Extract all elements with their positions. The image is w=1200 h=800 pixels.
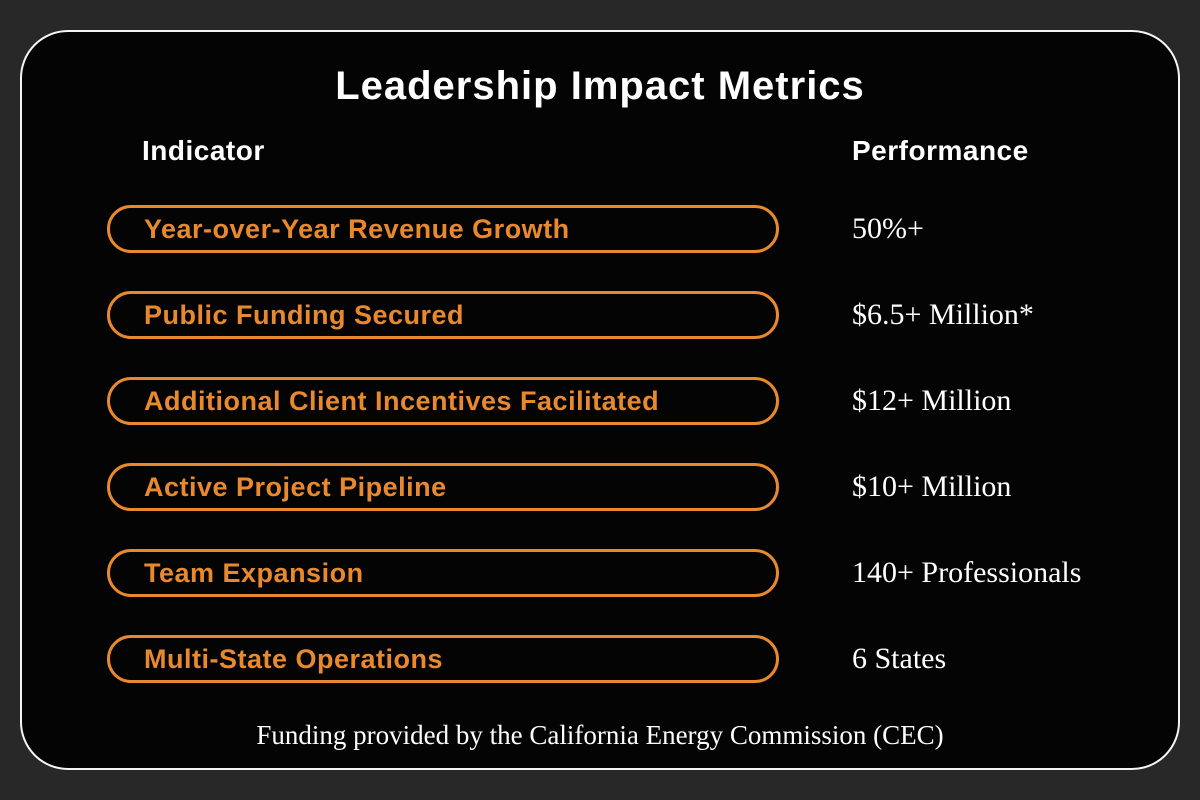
- indicator-pill: Year-over-Year Revenue Growth: [107, 205, 779, 253]
- table-row: Team Expansion 140+ Professionals: [22, 549, 1178, 597]
- funding-footnote: Funding provided by the California Energ…: [256, 720, 944, 750]
- indicator-pill: Multi-State Operations: [107, 635, 779, 683]
- performance-value: 50%+: [852, 212, 924, 245]
- table-row: Additional Client Incentives Facilitated…: [22, 377, 1178, 425]
- table-row: Public Funding Secured $6.5+ Million*: [22, 291, 1178, 339]
- indicator-label: Multi-State Operations: [144, 643, 444, 674]
- metrics-card: Leadership Impact Metrics Indicator Perf…: [20, 30, 1180, 770]
- indicator-pill: Team Expansion: [107, 549, 779, 597]
- performance-value: $12+ Million: [852, 384, 1012, 417]
- performance-value: $10+ Million: [852, 470, 1012, 503]
- performance-value: 140+ Professionals: [852, 556, 1082, 589]
- indicator-label: Active Project Pipeline: [144, 471, 447, 502]
- performance-value: $6.5+ Million*: [852, 298, 1034, 331]
- indicator-label: Team Expansion: [144, 557, 364, 588]
- indicator-pill: Public Funding Secured: [107, 291, 779, 339]
- table-row: Multi-State Operations 6 States: [22, 635, 1178, 683]
- column-header-performance: Performance: [852, 135, 1029, 166]
- table-row: Active Project Pipeline $10+ Million: [22, 463, 1178, 511]
- indicator-pill: Additional Client Incentives Facilitated: [107, 377, 779, 425]
- indicator-label: Year-over-Year Revenue Growth: [144, 213, 570, 244]
- column-header-indicator: Indicator: [142, 135, 265, 166]
- indicator-label: Additional Client Incentives Facilitated: [144, 385, 660, 416]
- table-row: Year-over-Year Revenue Growth 50%+: [22, 205, 1178, 253]
- indicator-pill: Active Project Pipeline: [107, 463, 779, 511]
- indicator-label: Public Funding Secured: [144, 299, 465, 330]
- performance-value: 6 States: [852, 642, 947, 675]
- page-title: Leadership Impact Metrics: [335, 64, 865, 108]
